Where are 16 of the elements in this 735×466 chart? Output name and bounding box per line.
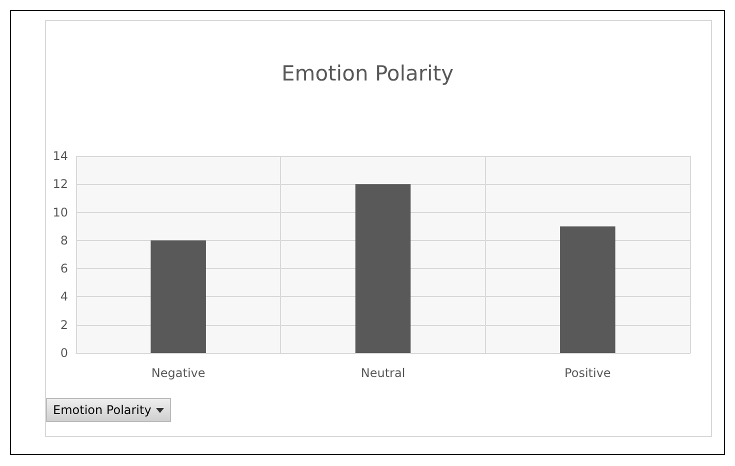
y-tick-label: 12: [52, 177, 68, 192]
x-tick-label: Negative: [151, 366, 206, 380]
bar: [355, 184, 411, 353]
x-tick-label: Positive: [564, 366, 611, 380]
bar: [560, 226, 616, 353]
y-tick-label: 4: [60, 290, 68, 304]
y-tick-label: 10: [52, 205, 68, 220]
chart-title: Emotion Polarity: [281, 62, 454, 86]
y-tick-label: 8: [60, 233, 68, 248]
y-tick-label: 6: [60, 262, 68, 276]
field-button: Emotion Polarity: [46, 398, 172, 422]
x-tick-label: Neutral: [360, 366, 406, 380]
bar: [150, 240, 206, 353]
y-tick-label: 14: [52, 149, 68, 163]
y-tick-label: 0: [60, 346, 68, 360]
y-tick-label: 2: [60, 318, 68, 332]
